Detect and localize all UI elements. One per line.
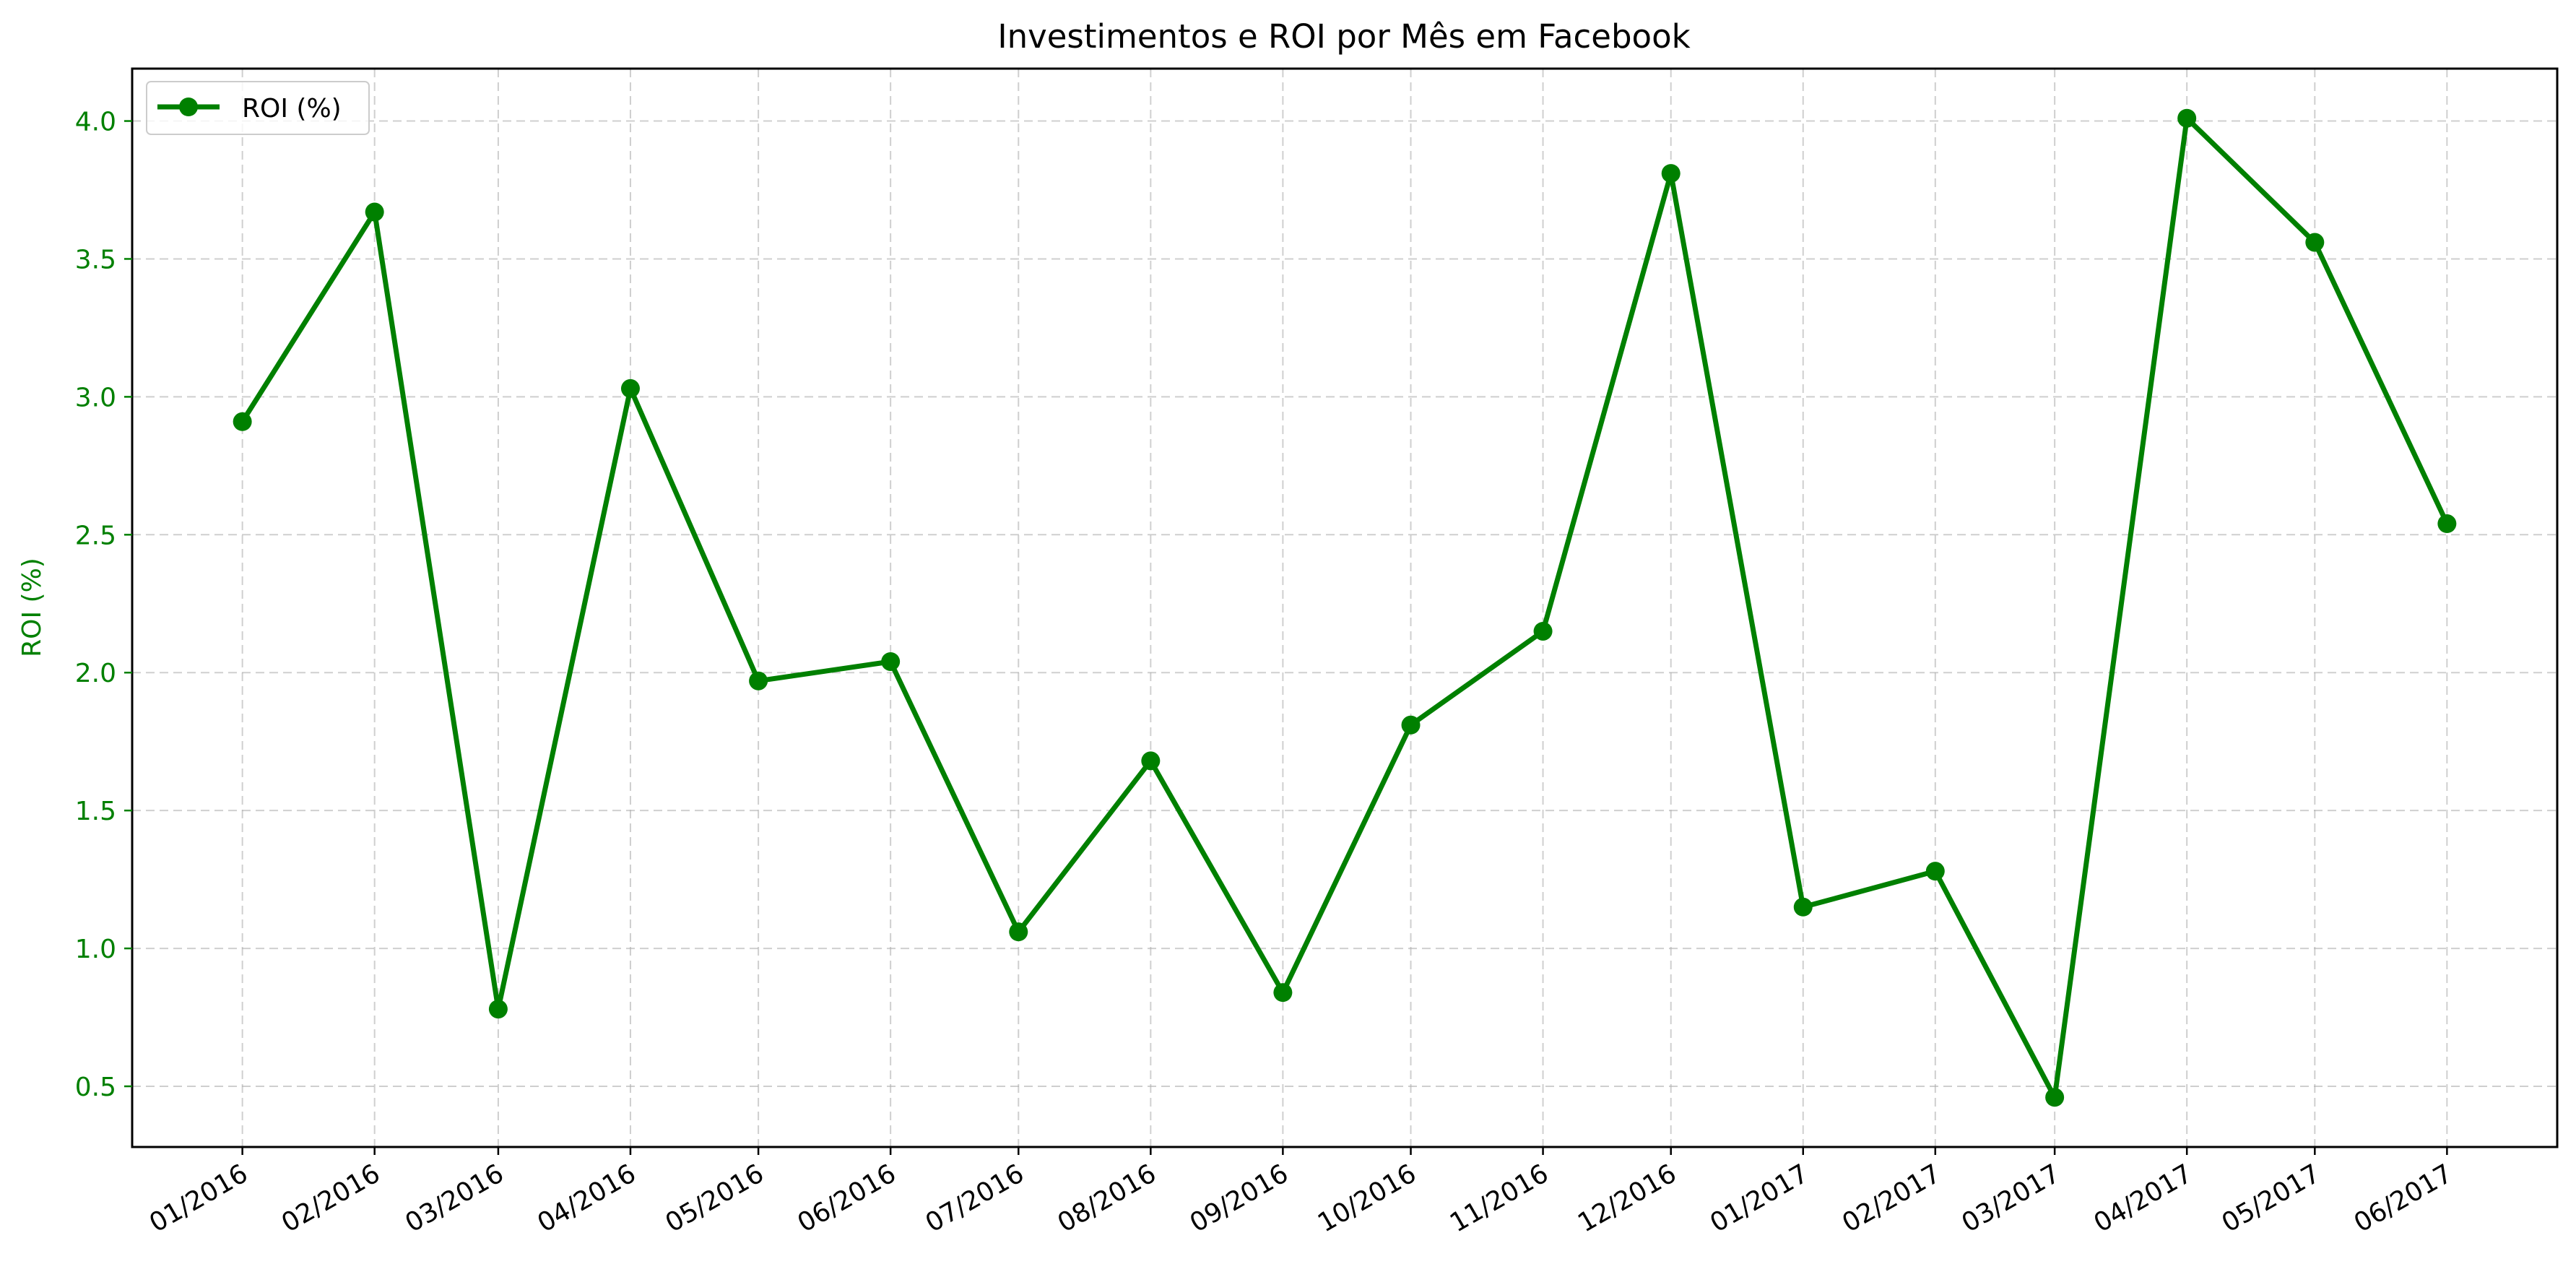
x-tick-label: 03/2017 [1957, 1159, 2065, 1238]
roi-data-point [365, 202, 384, 222]
y-tick-label: 3.0 [75, 383, 116, 412]
roi-data-point [1009, 922, 1028, 942]
chart-title: Investimentos e ROI por Mês em Facebook [997, 17, 1690, 56]
roi-data-point [233, 412, 252, 431]
y-tick-label: 3.5 [75, 245, 116, 274]
plot-frame [131, 67, 2559, 1148]
roi-data-point [1401, 715, 1421, 735]
roi-data-point [488, 1000, 508, 1019]
legend-box [146, 81, 370, 135]
y-tick-label: 2.0 [75, 659, 116, 688]
x-tick-label: 05/2016 [661, 1159, 769, 1238]
x-tick-label: 09/2016 [1185, 1159, 1293, 1238]
roi-data-point [2045, 1088, 2065, 1107]
x-tick-label: 06/2017 [2349, 1159, 2458, 1238]
x-tick-label: 02/2016 [277, 1159, 385, 1238]
roi-data-point [881, 652, 901, 671]
roi-data-point [1273, 983, 1293, 1003]
x-tick-label: 08/2016 [1053, 1159, 1161, 1238]
legend-marker [179, 98, 198, 116]
x-tick-label: 04/2017 [2089, 1159, 2198, 1238]
roi-data-point [620, 378, 640, 398]
x-tick-label: 05/2017 [2217, 1159, 2325, 1238]
x-tick-label: 01/2016 [144, 1159, 253, 1238]
legend-label: ROI (%) [242, 94, 342, 124]
y-axis-label: ROI (%) [17, 558, 47, 657]
x-axis: 01/2016 02/2016 03/2016 04/2016 05/2016 06/20… [144, 1147, 2458, 1239]
x-tick-label: 03/2016 [400, 1159, 508, 1238]
roi-data-point [1533, 621, 1553, 641]
roi-data-point [1141, 751, 1161, 771]
series-layer [233, 108, 2457, 1107]
x-tick-label: 11/2016 [1445, 1159, 1553, 1238]
x-tick-label: 01/2017 [1705, 1159, 1813, 1238]
x-tick-label: 04/2016 [532, 1159, 641, 1238]
y-axis: 0.5 1.0 1.5 2.0 2.5 3.0 3.5 4.0 [75, 108, 132, 1102]
roi-data-point [1793, 897, 1813, 917]
x-tick-label: 07/2016 [921, 1159, 1029, 1238]
roi-data-point [2437, 514, 2457, 534]
x-tick-label: 10/2016 [1313, 1159, 1421, 1238]
y-tick-label: 4.0 [75, 108, 116, 137]
roi-data-point [749, 671, 768, 691]
roi-data-point [1925, 862, 1945, 881]
y-tick-label: 1.5 [75, 797, 116, 826]
roi-series-line [240, 116, 2450, 1100]
y-tick-label: 2.5 [75, 521, 116, 550]
roi-data-point [2305, 233, 2325, 252]
roi-data-point [1661, 164, 1681, 183]
legend: ROI (%) [146, 81, 370, 135]
grid-layer [132, 69, 2557, 1147]
x-tick-label: 06/2016 [793, 1159, 901, 1238]
x-tick-label: 02/2017 [1837, 1159, 1946, 1238]
roi-data-point [2177, 108, 2197, 128]
y-tick-label: 1.0 [75, 935, 116, 964]
y-tick-label: 0.5 [75, 1073, 116, 1102]
x-tick-label: 12/2016 [1573, 1159, 1681, 1238]
